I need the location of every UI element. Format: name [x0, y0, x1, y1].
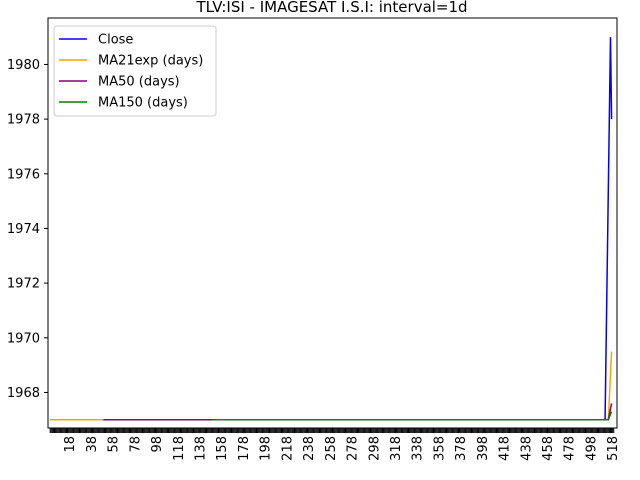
x-tick-label: 38 — [85, 436, 100, 453]
y-tick-label: 1974 — [7, 222, 40, 237]
x-tick-label: 338 — [411, 436, 426, 461]
x-tick-label: 78 — [128, 436, 143, 453]
x-tick-label: 178 — [237, 436, 252, 461]
legend-label: MA21exp (days) — [98, 54, 203, 69]
series-line-ma21exp-days — [50, 351, 613, 421]
y-tick-label: 1970 — [7, 331, 40, 346]
x-tick-label: 198 — [259, 436, 274, 461]
x-tick-label: 218 — [280, 436, 295, 461]
x-tick-label: 18 — [63, 436, 78, 453]
x-tick-label: 518 — [606, 436, 621, 461]
x-tick-label: 118 — [172, 436, 187, 461]
legend-label: MA50 (days) — [98, 75, 180, 90]
y-tick-label: 1980 — [7, 58, 40, 73]
y-tick-label: 1968 — [7, 386, 40, 401]
series-line-ma50-days — [103, 403, 613, 421]
x-tick-label: 298 — [367, 436, 382, 461]
legend: Close MA21exp (days) MA50 (days) MA150 (day… — [53, 25, 217, 117]
x-tick-label: 238 — [302, 436, 317, 461]
x-tick-label: 98 — [150, 436, 165, 453]
x-tick-label: 158 — [215, 436, 230, 461]
x-tick-label: 138 — [194, 436, 209, 461]
x-tick-label: 58 — [107, 436, 122, 453]
x-tick-label: 458 — [541, 436, 556, 461]
y-tick-label: 1976 — [7, 167, 40, 182]
x-tick-label: 418 — [498, 436, 513, 461]
x-tick-label: 278 — [346, 436, 361, 461]
legend-label: MA150 (days) — [98, 96, 188, 111]
x-tick-label: 358 — [432, 436, 447, 461]
y-tick-label: 1978 — [7, 113, 40, 128]
x-tick-label: 258 — [324, 436, 339, 461]
chart-title: TLV:ISI - IMAGESAT I.S.I: interval=1d — [195, 0, 467, 16]
x-tick-label: 398 — [476, 436, 491, 461]
x-tick-label: 378 — [454, 436, 469, 461]
legend-label: Close — [98, 33, 133, 48]
y-tick-label: 1972 — [7, 277, 40, 292]
series-line-ma150-days — [211, 411, 613, 421]
legend-box — [53, 25, 217, 117]
x-tick-label: 438 — [519, 436, 534, 461]
x-tick-label: 498 — [584, 436, 599, 461]
x-tick-label: 318 — [389, 436, 404, 461]
x-tick-label: 478 — [563, 436, 578, 461]
